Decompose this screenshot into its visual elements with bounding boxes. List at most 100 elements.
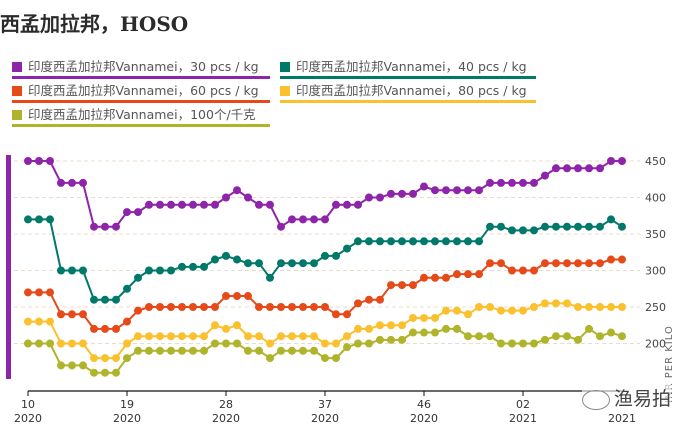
data-point[interactable] — [310, 259, 318, 268]
data-point[interactable] — [145, 266, 153, 275]
data-point[interactable] — [475, 186, 483, 195]
data-point[interactable] — [68, 266, 76, 275]
data-point[interactable] — [68, 339, 76, 348]
data-point[interactable] — [453, 270, 461, 279]
data-point[interactable] — [123, 284, 131, 293]
data-point[interactable] — [90, 368, 98, 377]
data-point[interactable] — [420, 182, 428, 191]
data-point[interactable] — [376, 295, 384, 304]
data-point[interactable] — [508, 178, 516, 187]
data-point[interactable] — [189, 262, 197, 271]
data-point[interactable] — [464, 186, 472, 195]
data-point[interactable] — [233, 186, 241, 195]
data-point[interactable] — [167, 332, 175, 341]
data-point[interactable] — [486, 178, 494, 187]
data-point[interactable] — [519, 306, 527, 315]
data-point[interactable] — [420, 313, 428, 322]
data-point[interactable] — [156, 266, 164, 275]
data-point[interactable] — [200, 332, 208, 341]
data-point[interactable] — [299, 332, 307, 341]
data-point[interactable] — [596, 303, 604, 311]
data-point[interactable] — [244, 346, 252, 355]
data-point[interactable] — [156, 332, 164, 341]
data-point[interactable] — [277, 303, 285, 311]
data-point[interactable] — [431, 186, 439, 195]
data-point[interactable] — [508, 306, 516, 315]
data-point[interactable] — [266, 303, 274, 311]
data-point[interactable] — [244, 332, 252, 341]
data-point[interactable] — [431, 313, 439, 322]
data-point[interactable] — [123, 208, 131, 217]
data-point[interactable] — [431, 273, 439, 282]
data-point[interactable] — [200, 346, 208, 355]
data-point[interactable] — [310, 215, 318, 224]
legend-item-100pcs[interactable]: 印度西孟加拉邦Vannamei，100个/千克 — [12, 104, 270, 127]
data-point[interactable] — [497, 339, 505, 348]
data-point[interactable] — [189, 346, 197, 355]
data-point[interactable] — [464, 270, 472, 279]
data-point[interactable] — [409, 328, 417, 337]
data-point[interactable] — [35, 339, 43, 348]
data-point[interactable] — [266, 200, 274, 209]
data-point[interactable] — [310, 303, 318, 311]
data-point[interactable] — [365, 295, 373, 304]
data-point[interactable] — [321, 303, 329, 311]
data-point[interactable] — [321, 215, 329, 224]
data-point[interactable] — [442, 186, 450, 195]
data-point[interactable] — [222, 339, 230, 348]
data-point[interactable] — [398, 189, 406, 198]
data-point[interactable] — [585, 259, 593, 268]
data-point[interactable] — [123, 317, 131, 326]
data-point[interactable] — [563, 222, 571, 231]
data-point[interactable] — [376, 335, 384, 344]
data-point[interactable] — [299, 259, 307, 268]
data-point[interactable] — [123, 354, 131, 363]
data-point[interactable] — [112, 324, 120, 333]
data-point[interactable] — [244, 292, 252, 301]
data-point[interactable] — [112, 222, 120, 231]
data-point[interactable] — [618, 332, 626, 341]
data-point[interactable] — [35, 288, 43, 297]
data-point[interactable] — [596, 332, 604, 341]
data-point[interactable] — [585, 164, 593, 173]
data-point[interactable] — [233, 339, 241, 348]
data-point[interactable] — [563, 259, 571, 268]
data-point[interactable] — [442, 237, 450, 246]
data-point[interactable] — [255, 303, 263, 311]
data-point[interactable] — [497, 178, 505, 187]
data-point[interactable] — [343, 244, 351, 253]
data-point[interactable] — [409, 281, 417, 290]
data-point[interactable] — [343, 200, 351, 209]
data-point[interactable] — [90, 222, 98, 231]
data-point[interactable] — [24, 157, 32, 165]
data-point[interactable] — [24, 317, 32, 326]
data-point[interactable] — [288, 332, 296, 341]
data-point[interactable] — [387, 335, 395, 344]
data-point[interactable] — [585, 222, 593, 231]
data-point[interactable] — [255, 200, 263, 209]
data-point[interactable] — [123, 339, 131, 348]
data-point[interactable] — [508, 339, 516, 348]
data-point[interactable] — [299, 346, 307, 355]
data-point[interactable] — [57, 361, 65, 370]
data-point[interactable] — [420, 328, 428, 337]
data-point[interactable] — [607, 328, 615, 337]
data-point[interactable] — [574, 303, 582, 311]
legend-item-80pcs[interactable]: 印度西孟加拉邦Vannamei，80 pcs / kg — [280, 80, 536, 103]
data-point[interactable] — [475, 303, 483, 311]
data-point[interactable] — [596, 222, 604, 231]
data-point[interactable] — [90, 324, 98, 333]
data-point[interactable] — [530, 178, 538, 187]
legend-item-40pcs[interactable]: 印度西孟加拉邦Vannamei，40 pcs / kg — [280, 56, 536, 79]
data-point[interactable] — [112, 354, 120, 363]
data-point[interactable] — [244, 193, 252, 202]
data-point[interactable] — [332, 339, 340, 348]
data-point[interactable] — [552, 164, 560, 173]
data-point[interactable] — [453, 324, 461, 333]
data-point[interactable] — [607, 303, 615, 311]
data-point[interactable] — [519, 339, 527, 348]
data-point[interactable] — [178, 262, 186, 271]
data-point[interactable] — [398, 281, 406, 290]
data-point[interactable] — [90, 354, 98, 363]
data-point[interactable] — [222, 251, 230, 260]
